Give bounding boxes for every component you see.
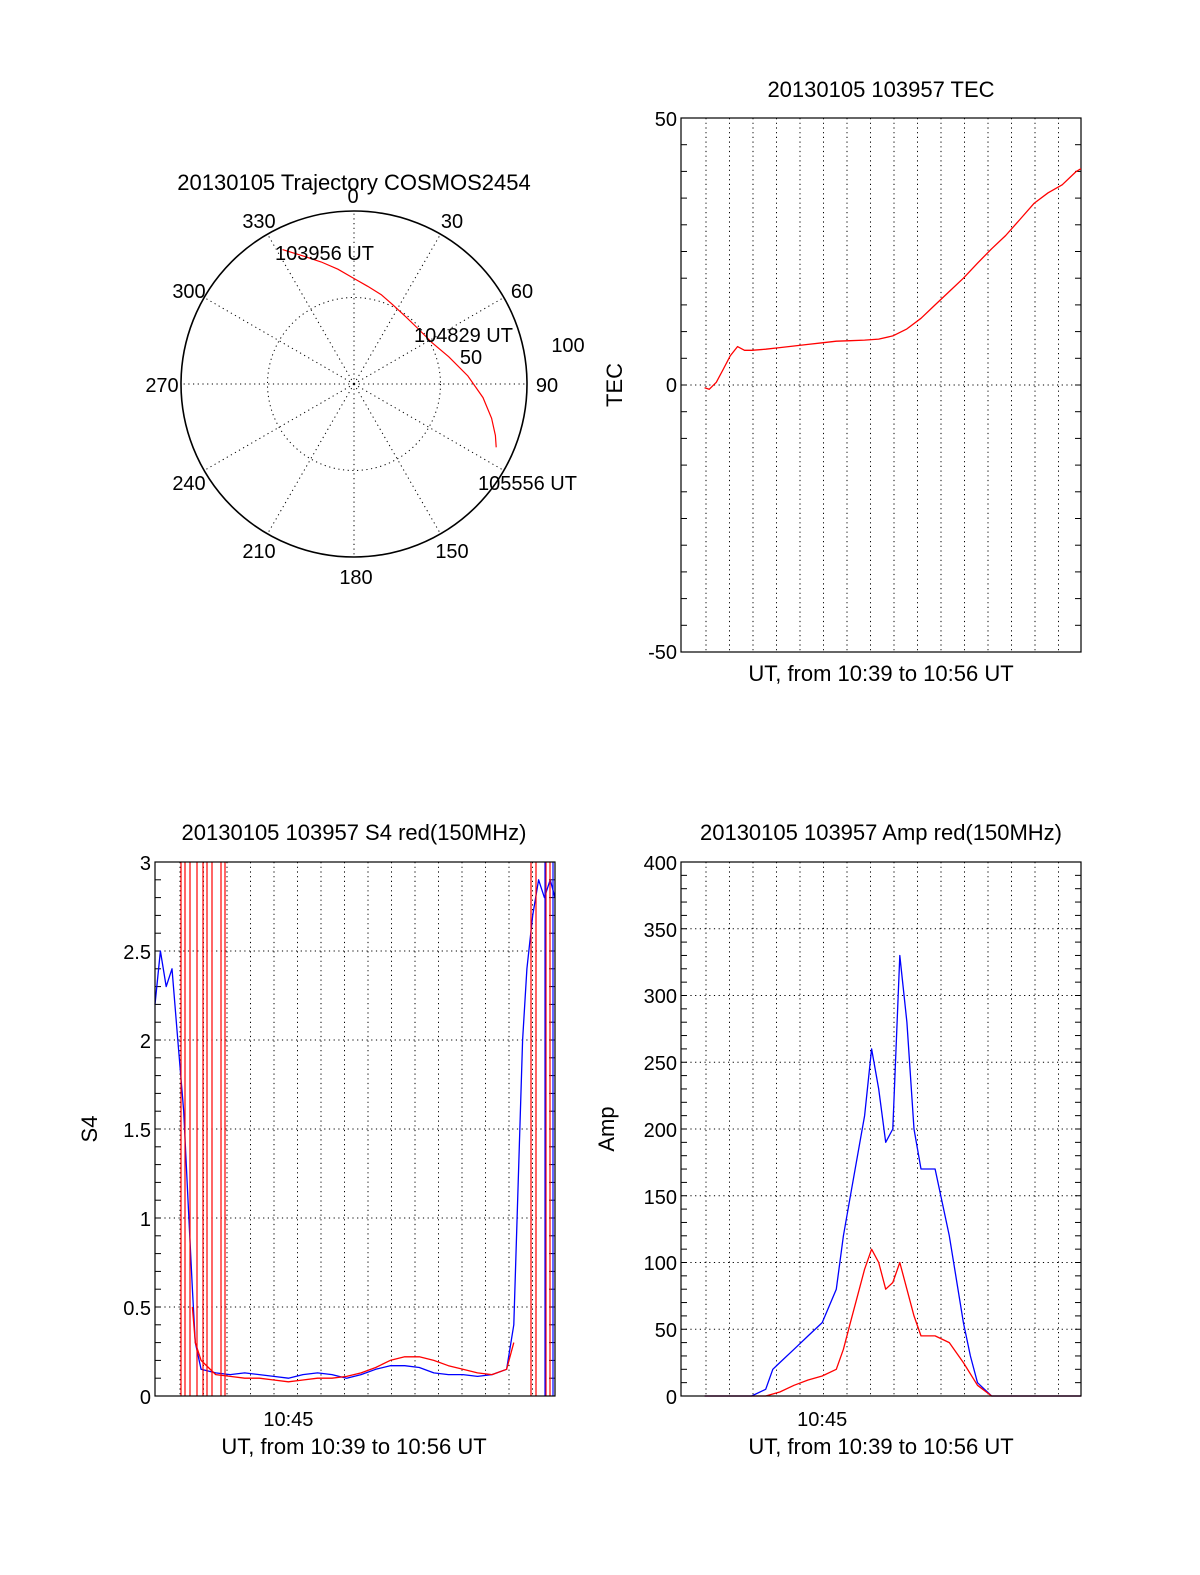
s4-xtick-1045: 10:45 xyxy=(263,1409,313,1431)
s4-ytick-2: 2 xyxy=(140,1031,151,1053)
trajectory-end-label: 105556 UT xyxy=(478,473,577,495)
amp-ytick-100: 100 xyxy=(644,1253,677,1275)
tec-ytick-0: 0 xyxy=(666,375,677,397)
s4-ylabel: S4 xyxy=(77,1116,102,1143)
tec-plot-frame xyxy=(680,117,1082,653)
amp-ytick-250: 250 xyxy=(644,1053,677,1075)
s4-panel: 20130105 103957 S4 red(150MHz) 0 0.5 1 1… xyxy=(77,820,556,1459)
tec-xlabel: UT, from 10:39 to 10:56 UT xyxy=(748,661,1013,686)
azimuth-label-330: 330 xyxy=(242,211,275,233)
tec-panel: 20130105 103957 TEC 50 0 -50 TEC UT, fro… xyxy=(602,77,1082,686)
amp-ytick-50: 50 xyxy=(655,1320,677,1342)
amp-ytick-150: 150 xyxy=(644,1187,677,1209)
azimuth-label-240: 240 xyxy=(172,473,205,495)
trajectory-path-0 xyxy=(282,249,497,448)
polar-spoke-120 xyxy=(353,383,505,471)
polar-outer-ring xyxy=(180,210,528,558)
polar-spoke-150 xyxy=(353,383,441,535)
polar-spoke-300 xyxy=(203,297,355,385)
trajectory-mid-label: 104829 UT xyxy=(414,325,513,347)
ring-label-50: 50 xyxy=(460,347,482,369)
s4-xlabel: UT, from 10:39 to 10:56 UT xyxy=(221,1434,486,1459)
polar-spoke-330 xyxy=(267,233,355,385)
tec-ytick-50: 50 xyxy=(655,109,677,131)
s4-ytick-2-5: 2.5 xyxy=(123,942,151,964)
s4-series-0 xyxy=(154,879,556,1379)
amp-series-1 xyxy=(704,1248,1081,1397)
tec-title: 20130105 103957 TEC xyxy=(767,77,994,102)
amp-panel: 20130105 103957 Amp red(150MHz) 0 50 100… xyxy=(594,820,1082,1459)
polar-inner-ring xyxy=(267,297,441,471)
polar-spoke-210 xyxy=(267,383,355,535)
s4-ytick-3: 3 xyxy=(140,853,151,875)
s4-title: 20130105 103957 S4 red(150MHz) xyxy=(182,820,527,845)
tec-ytick-neg50: -50 xyxy=(648,642,677,664)
azimuth-label-0: 0 xyxy=(347,186,358,208)
amp-plot-frame xyxy=(680,861,1082,1397)
amp-series-0 xyxy=(704,954,1081,1397)
amp-ytick-0: 0 xyxy=(666,1387,677,1409)
amp-ytick-300: 300 xyxy=(644,986,677,1008)
amp-xlabel: UT, from 10:39 to 10:56 UT xyxy=(748,1434,1013,1459)
trajectory-start-label: 103956 UT xyxy=(275,243,374,265)
azimuth-label-30: 30 xyxy=(441,211,463,233)
amp-ytick-350: 350 xyxy=(644,920,677,942)
amp-xtick-1045: 10:45 xyxy=(797,1409,847,1431)
azimuth-label-150: 150 xyxy=(435,541,468,563)
amp-ytick-200: 200 xyxy=(644,1120,677,1142)
polar-spoke-30 xyxy=(353,233,441,385)
tec-series-0 xyxy=(704,168,1082,390)
trajectory-title: 20130105 Trajectory COSMOS2454 xyxy=(177,170,530,195)
azimuth-label-210: 210 xyxy=(242,541,275,563)
s4-ytick-1-5: 1.5 xyxy=(123,1120,151,1142)
amp-title: 20130105 103957 Amp red(150MHz) xyxy=(700,820,1062,845)
polar-spoke-240 xyxy=(203,383,355,471)
ring-label-100: 100 xyxy=(551,335,584,357)
tec-ylabel: TEC xyxy=(602,363,627,407)
s4-series-1 xyxy=(191,1306,515,1383)
trajectory-panel: 20130105 Trajectory COSMOS2454 0 30 60 9… xyxy=(145,170,584,589)
s4-ytick-0: 0 xyxy=(140,1387,151,1409)
azimuth-label-90: 90 xyxy=(536,375,558,397)
azimuth-label-300: 300 xyxy=(172,281,205,303)
s4-ytick-0-5: 0.5 xyxy=(123,1298,151,1320)
amp-ytick-400: 400 xyxy=(644,853,677,875)
polar-spoke-60 xyxy=(353,297,505,385)
s4-ytick-1: 1 xyxy=(140,1209,151,1231)
azimuth-label-270: 270 xyxy=(145,375,178,397)
azimuth-label-180: 180 xyxy=(339,567,372,589)
s4-plot-frame xyxy=(154,861,556,1397)
amp-ylabel: Amp xyxy=(594,1106,619,1151)
azimuth-label-60: 60 xyxy=(511,281,533,303)
